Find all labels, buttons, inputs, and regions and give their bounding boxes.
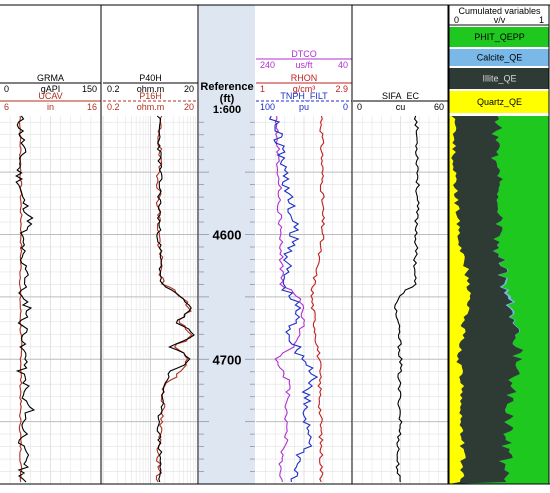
depth-track-scale: 1:600 [213,104,241,116]
curve-max-grma: 150 [82,84,97,94]
curve-max-sifa_ec: 60 [434,102,444,112]
curve-max-p16h: 20 [184,102,194,112]
curve-tnph_filt [268,115,319,483]
cumulated-max: 1 [539,15,544,25]
curve-name-ucav: UCAV [38,91,62,101]
track-4-grid [353,116,448,485]
curve-unit-p16h: ohm.m [137,102,165,112]
curve-unit-rhon: g/cm³ [293,84,316,94]
depth-label-4700: 4700 [213,352,242,367]
curve-grma [15,115,36,483]
curve-name-sifa_ec: SIFA_EC [382,91,420,101]
legend-swatch-phit_qepp [449,27,549,47]
cumulated-min: 0 [454,15,459,25]
legend-swatch-calcite_qe [449,49,549,66]
curve-unit-dtco: us/ft [295,60,313,70]
curve-name-rhon: RHON [291,73,318,83]
curve-unit-p40h: ohm.m [137,84,165,94]
curve-name-dtco: DTCO [291,49,317,59]
curve-min-p16h: 0.2 [107,102,120,112]
curve-name-grma: GRMA [37,73,64,83]
curve-name-p16h: P16H [139,91,162,101]
area-quartz-qe [449,116,471,484]
curve-name-tnph_filt: TNPH_FILT [280,91,328,101]
curve-name-p40h: P40H [139,73,162,83]
legend-label-calcite_qe: Calcite_QE [477,53,523,63]
curve-min-grma: 0 [4,84,9,94]
cumulated-title: Cumulated variables [458,6,541,16]
legend-label-phit_qepp: PHIT_QEPP [474,32,525,42]
track-1-grid [0,116,101,485]
depth-track-unit: (ft) [220,93,235,105]
curve-max-p40h: 20 [184,84,194,94]
curve-max-ucav: 16 [87,102,97,112]
curve-unit-tnph_filt: pu [299,102,309,112]
curve-unit-ucav: in [47,102,54,112]
curve-min-tnph_filt: 100 [260,102,275,112]
cumulated-unit: v/v [494,15,506,25]
legend-label-quartz_qe: Quartz_QE [477,97,522,107]
curve-ucav [18,115,23,483]
curve-min-dtco: 240 [260,60,275,70]
depth-track-background [199,5,255,484]
legend-label-illite_qe: Illite_QE [482,74,516,84]
curve-max-tnph_filt: 0 [343,102,348,112]
curve-min-ucav: 6 [4,102,9,112]
track-3-grid [256,116,352,485]
curve-max-dtco: 40 [338,60,348,70]
depth-label-4600: 4600 [213,228,242,243]
curve-rhon [310,115,326,483]
curve-unit-grma: gAPI [41,84,61,94]
area-illite-qe [449,116,524,484]
curve-sifa_ec [394,115,421,483]
legend-swatch-illite_qe [449,68,549,89]
curve-unit-sifa_ec: cu [396,102,406,112]
legend-swatch-quartz_qe [449,91,549,113]
curve-dtco [274,115,305,483]
curve-min-sifa_ec: 0 [357,102,362,112]
depth-track-title: Reference [200,81,253,93]
curve-min-p40h: 0.2 [107,84,120,94]
curve-max-rhon: 2.9 [335,84,348,94]
curve-min-rhon: 1 [260,84,265,94]
track-2-grid [102,116,199,485]
curve-p40h [156,115,195,483]
